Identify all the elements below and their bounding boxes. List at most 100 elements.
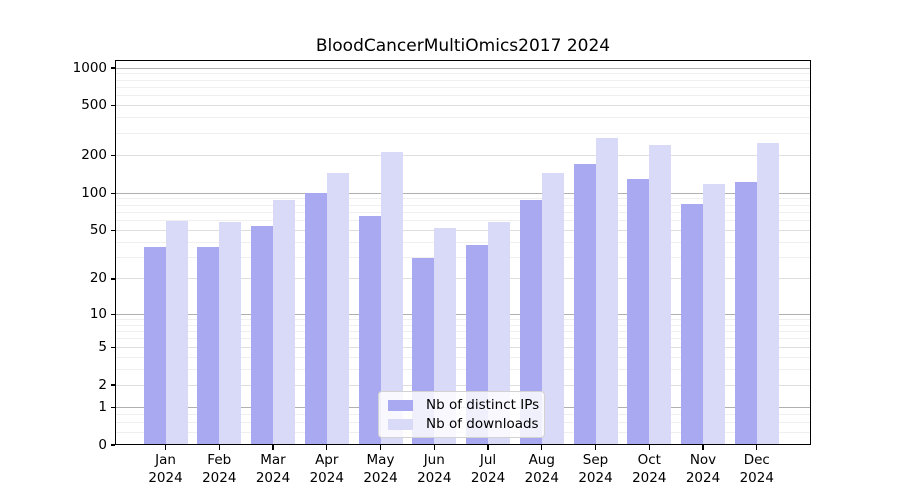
y-tick-mark-200 [111,154,115,157]
x-tick-mark-may [379,445,382,450]
bar-downloads-nov [703,184,725,445]
x-tick-mark-dec [756,445,758,450]
x-tick-mark-mar [272,445,274,450]
x-tick-label-jun: Jun 2024 [417,452,452,486]
x-tick-label-dec: Dec 2024 [739,452,774,486]
y-tick-mark-20 [111,278,115,280]
gridline-90 [116,198,810,200]
x-tick-mark-jun [433,445,435,450]
bar-downloads-feb [219,222,242,445]
plot-area-border [115,60,811,445]
gridline-60 [116,220,810,222]
y-tick-label-2: 2 [98,376,107,393]
bar-distinct-ips-aug [519,200,542,445]
gridline-7 [116,331,810,333]
bar-downloads-aug [541,172,564,445]
x-tick-label-sep: Sep 2024 [578,452,613,486]
y-tick-mark-5 [111,346,115,348]
x-tick-label-mar: Mar 2024 [255,452,291,486]
bar-downloads-sep [595,138,618,445]
gridline-10 [116,313,810,315]
legend-label-distinct-ips: Nb of distinct IPs [426,397,540,413]
bar-distinct-ips-oct [627,178,650,445]
y-tick-mark-100 [111,192,115,194]
y-tick-mark-0 [111,444,115,446]
x-tick-mark-oct [648,445,650,450]
gridline-4 [116,356,810,358]
gridline-600 [116,95,810,97]
y-tick-mark-500 [111,105,115,107]
x-tick-label-apr: Apr 2024 [309,452,344,486]
y-tick-label-500: 500 [81,97,107,114]
gridline-500 [116,105,810,107]
bar-downloads-jun [434,228,457,445]
gridline-80 [116,204,810,206]
gridline-70 [116,211,810,213]
gridline-100 [116,192,810,194]
bar-downloads-mar [273,200,295,445]
legend-label-downloads: Nb of downloads [426,416,539,432]
y-tick-label-200: 200 [81,147,107,164]
legend-swatch-distinct-ips [388,399,413,411]
gridline-2 [116,384,810,386]
x-tick-mark-aug [541,445,543,450]
gridline-6 [116,338,810,340]
gridline-1000 [116,67,810,69]
legend-swatch-downloads [388,418,413,430]
gridline-20 [116,278,810,280]
y-tick-label-1000: 1000 [72,59,107,76]
bar-distinct-ips-nov [681,203,703,445]
bar-downloads-may [380,151,403,445]
legend: Nb of distinct IPs Nb of downloads [378,391,545,438]
x-tick-mark-jan [164,445,167,450]
bar-distinct-ips-apr [304,193,327,445]
gridline-9 [116,318,810,320]
gridline-900 [116,73,810,75]
bar-distinct-ips-jan [143,246,166,445]
y-tick-label-1: 1 [98,398,107,415]
legend-item-downloads: Nb of downloads [388,415,539,434]
y-tick-label-10: 10 [89,305,107,322]
x-tick-mark-feb [218,445,220,450]
bar-distinct-ips-dec [734,182,757,445]
bar-downloads-apr [326,173,349,445]
x-tick-label-feb: Feb 2024 [202,452,237,486]
bar-downloads-jul [488,221,510,445]
bar-distinct-ips-mar [251,226,273,445]
x-tick-mark-jul [487,445,489,450]
x-tick-mark-nov [702,445,704,450]
x-tick-mark-sep [594,445,597,450]
y-tick-mark-1000 [111,67,115,69]
x-tick-label-jul: Jul 2024 [470,452,506,486]
bar-distinct-ips-may [358,216,381,445]
y-tick-label-20: 20 [89,270,107,287]
gridline-800 [116,79,810,81]
x-tick-mark-apr [326,445,328,450]
y-tick-mark-10 [111,313,115,315]
gridline-8 [116,324,810,326]
gridline-3 [116,368,810,370]
gridline-300 [116,133,810,135]
gridline-50 [116,229,810,231]
chart-title: BloodCancerMultiOmics2017 2024 [315,36,611,56]
gridline-700 [116,86,810,88]
gridline-30 [116,257,810,259]
gridline-200 [116,155,810,157]
y-tick-mark-2 [111,384,115,386]
gridline-5 [116,346,810,348]
gridline-40 [116,241,810,243]
y-tick-label-50: 50 [89,221,107,238]
gridline-400 [116,117,810,119]
x-tick-label-aug: Aug 2024 [524,452,559,486]
x-tick-label-oct: Oct 2024 [632,452,667,486]
legend-item-distinct-ips: Nb of distinct IPs [388,396,539,415]
y-tick-mark-50 [111,229,115,232]
x-tick-label-may: May 2024 [363,452,398,486]
bar-downloads-dec [756,143,779,445]
y-tick-label-5: 5 [98,338,107,355]
x-tick-label-nov: Nov 2024 [685,452,721,486]
bar-downloads-oct [649,144,672,445]
bar-distinct-ips-feb [197,246,220,445]
bar-distinct-ips-sep [573,164,596,445]
